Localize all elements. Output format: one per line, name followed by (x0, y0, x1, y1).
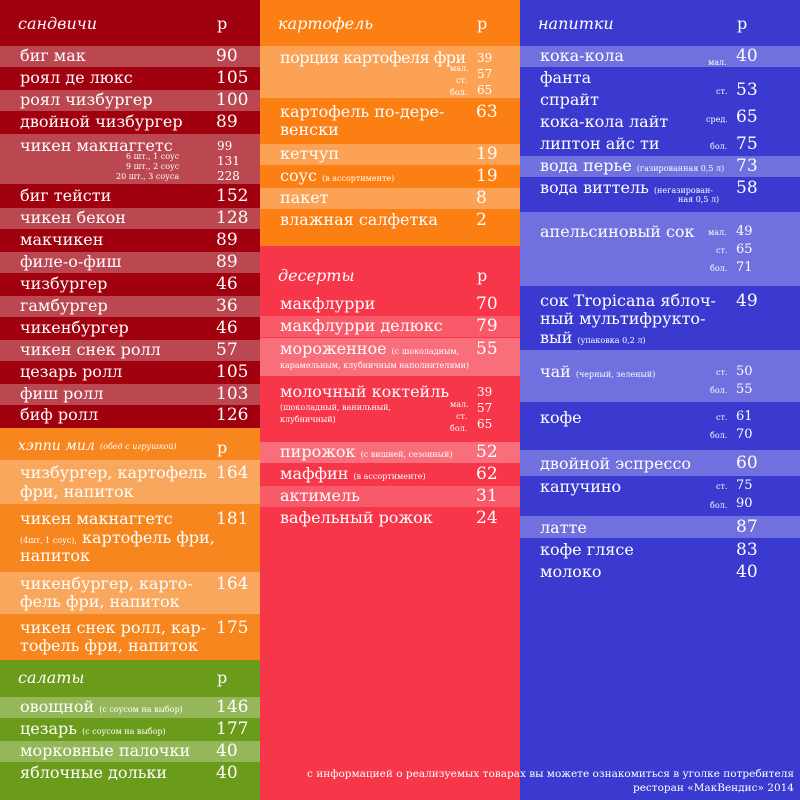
menu-row: чикен макнаггетс (4шт, 1 соус), картофел… (20, 509, 249, 565)
menu-row: кофе ст. бол. 61 70 (540, 408, 753, 442)
menu-row: биг мак 90 (0, 46, 260, 67)
menu-row: морковные палочки 40 (0, 741, 260, 762)
menu-row: липтон айс ти бол. 75 (540, 134, 758, 154)
menu-row: чикенбургер, карто- фель фри, напиток 16… (0, 572, 260, 614)
menu-row: чизбургер, картофель фри, напиток 164 (0, 460, 260, 504)
menu-row: фанта (540, 68, 592, 87)
menu-row: двойной эспрессо 60 (520, 450, 800, 476)
column-left: сандвичи р биг мак 90 роял де люкс 105 р… (0, 0, 260, 800)
column-right: напитки р кока-кола мал. 40 фанта ст. 53… (520, 0, 800, 800)
menu-row: кока-кола лайт (540, 112, 669, 131)
desserts-section: десерты р макфлурри 70 макфлурри делюкс … (260, 246, 520, 800)
sandwiches-title: сандвичи (18, 14, 98, 33)
menu-row: двойной чизбургер 89 (20, 112, 238, 132)
menu-row: овощной (с соусом на выбор) 146 (0, 697, 260, 718)
menu-row: пакет 8 (260, 188, 520, 209)
potatoes-section: картофель р порция картофеля фри мал. ст… (260, 0, 520, 246)
menu-row: чикен снек ролл 57 (0, 340, 260, 361)
desserts-header: десерты р (278, 266, 488, 285)
menu-row: порция картофеля фри мал. ст. бол. 39 57… (260, 46, 520, 98)
menu-row: гамбургер 36 (0, 296, 260, 317)
menu-row: латте 87 (520, 516, 800, 538)
menu-row: кока-кола мал. 40 (520, 46, 800, 67)
menu-row: вафельный рожок 24 (280, 508, 498, 528)
happy-meal-header: хэппи мил (обед с игрушкой) р (18, 438, 228, 457)
menu-row: апельсиновый сок мал. ст. бол. 49 65 71 (520, 212, 800, 286)
menu-row: макчикен 89 (20, 230, 238, 250)
menu-row: вода перье (газированная 0,5 л) 73 (520, 156, 800, 177)
menu-row: чизбургер 46 (20, 274, 238, 294)
menu-row: мороженное (с шоколадным, карамельным, к… (260, 338, 520, 376)
menu-row: пирожок (с вишней, сезонный) 52 (260, 442, 520, 463)
menu-row: картофель по-дере- венски 63 (280, 102, 498, 139)
menu-row: вода виттель (негазирован- ная 0,5 л) 58 (540, 178, 758, 204)
column-middle: картофель р порция картофеля фри мал. ст… (260, 0, 520, 800)
menu-row: чай (черный, зеленый) ст. бол. 50 55 (520, 350, 800, 402)
menu-row: кофе глясе 83 (540, 540, 758, 560)
menu-row: сред. 65 (706, 107, 758, 127)
menu-row: соус (в ассортименте) 19 (280, 166, 498, 186)
menu-row: чикен макнаггетс 6 шт., 1 соус 9 шт., 2 … (0, 134, 260, 184)
drinks-header: напитки р (538, 14, 748, 33)
salads-header: салаты р (18, 668, 228, 687)
menu-row: фиш ролл 103 (0, 384, 260, 405)
sandwiches-header: сандвичи р (0, 0, 260, 44)
menu-row: ст. 53 (716, 80, 758, 100)
menu-row: чикен бекон 128 (0, 208, 260, 229)
menu-row: макфлурри делюкс 79 (260, 316, 520, 337)
menu-row: чикенбургер 46 (20, 318, 238, 338)
menu-row: яблочные дольки 40 (20, 763, 238, 783)
footer-restaurant: ресторан «МакВендис» 2014 (632, 782, 794, 794)
menu-row: маффин (в ассортименте) 62 (280, 464, 498, 484)
menu-row: макфлурри 70 (280, 294, 498, 314)
potatoes-header: картофель р (278, 14, 488, 33)
menu-row: спрайт (540, 90, 599, 109)
menu-row: филе-о-фиш 89 (0, 252, 260, 273)
menu-row: биг тейсти 152 (20, 186, 249, 206)
menu-row: роял чизбургер 100 (0, 90, 260, 111)
salads-section: салаты р овощной (с соусом на выбор) 146… (0, 660, 260, 800)
sandwiches-section: сандвичи р биг мак 90 роял де люкс 105 р… (0, 0, 260, 428)
menu-row: роял де люкс 105 (20, 68, 249, 88)
menu-row: биф ролл 126 (20, 405, 249, 425)
menu-row: молочный коктейль (шоколадный, ванильный… (280, 382, 493, 433)
menu-row: сок Tropicana яблоч- ный мультифрукто- в… (540, 291, 758, 347)
footer-note: с информацией о реализуемых товарах вы м… (307, 768, 794, 780)
menu-row: влажная салфетка 2 (280, 210, 487, 230)
menu-row: цезарь ролл 105 (20, 362, 249, 382)
menu-row: кетчуп 19 (260, 144, 520, 165)
menu-row: актимель 31 (260, 486, 520, 507)
happy-meal-section: хэппи мил (обед с игрушкой) р чизбургер,… (0, 428, 260, 660)
menu-row: капучино ст. бол. 75 90 (540, 477, 753, 511)
currency-label: р (217, 14, 228, 33)
menu-row: молоко 40 (540, 562, 758, 582)
menu-row: чикен снек ролл, кар- тофель фри, напито… (20, 618, 249, 655)
menu-row: цезарь (с соусом на выбор) 177 (20, 719, 249, 739)
